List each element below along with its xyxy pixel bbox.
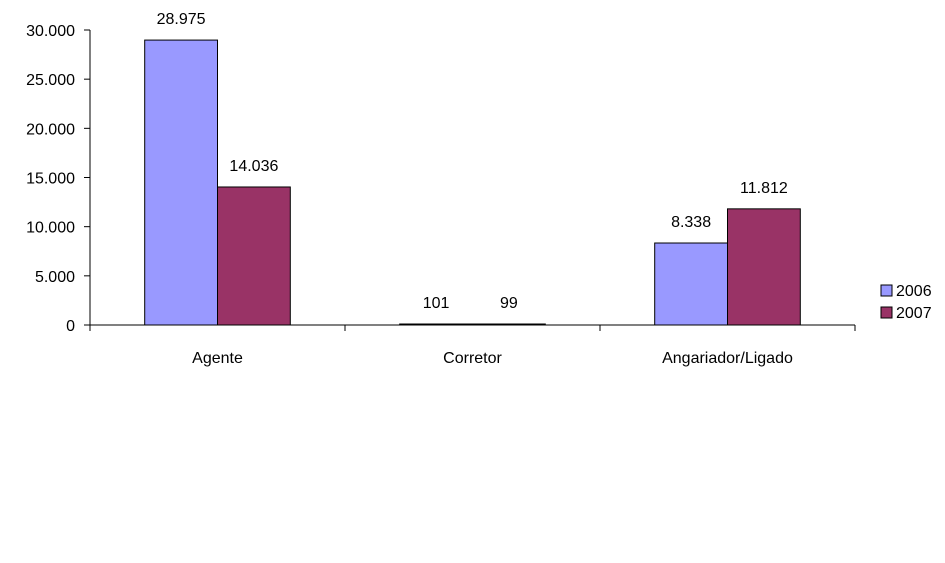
x-axis: Agente Corretor Angariador/Ligado: [90, 325, 855, 367]
bar-2006-1: [400, 324, 473, 325]
data-label: 99: [500, 295, 518, 312]
y-tick-label: 0: [66, 318, 75, 335]
legend-label-2006: 2006: [896, 283, 932, 300]
legend: 2006 2007: [881, 283, 932, 322]
data-label: 101: [423, 295, 450, 312]
y-tick-label: 30.000: [26, 23, 75, 40]
x-tick-label: Angariador/Ligado: [662, 350, 793, 367]
data-label: 11.812: [740, 180, 788, 197]
y-axis: 0 5.000 10.000 15.000 20.000 25.000 30.000: [26, 23, 90, 335]
bar-2006-2: [655, 243, 728, 325]
legend-swatch-2006: [881, 285, 892, 296]
bar-2007-0: [218, 187, 291, 325]
bar-2007-2: [728, 209, 801, 325]
data-label: 8.338: [671, 214, 711, 231]
bar-2006-0: [145, 40, 218, 325]
x-tick-label: Corretor: [443, 350, 502, 367]
y-tick-label: 10.000: [26, 220, 75, 237]
bar-2007-1: [473, 324, 546, 325]
y-tick-label: 15.000: [26, 171, 75, 188]
bars: [145, 40, 801, 325]
y-tick-label: 25.000: [26, 72, 75, 89]
y-tick-label: 5.000: [35, 269, 75, 286]
data-label: 28.975: [157, 11, 206, 28]
y-tick-label: 20.000: [26, 121, 75, 138]
x-tick-label: Agente: [192, 350, 243, 367]
data-label: 14.036: [229, 158, 278, 175]
legend-label-2007: 2007: [896, 305, 932, 322]
legend-swatch-2007: [881, 307, 892, 318]
